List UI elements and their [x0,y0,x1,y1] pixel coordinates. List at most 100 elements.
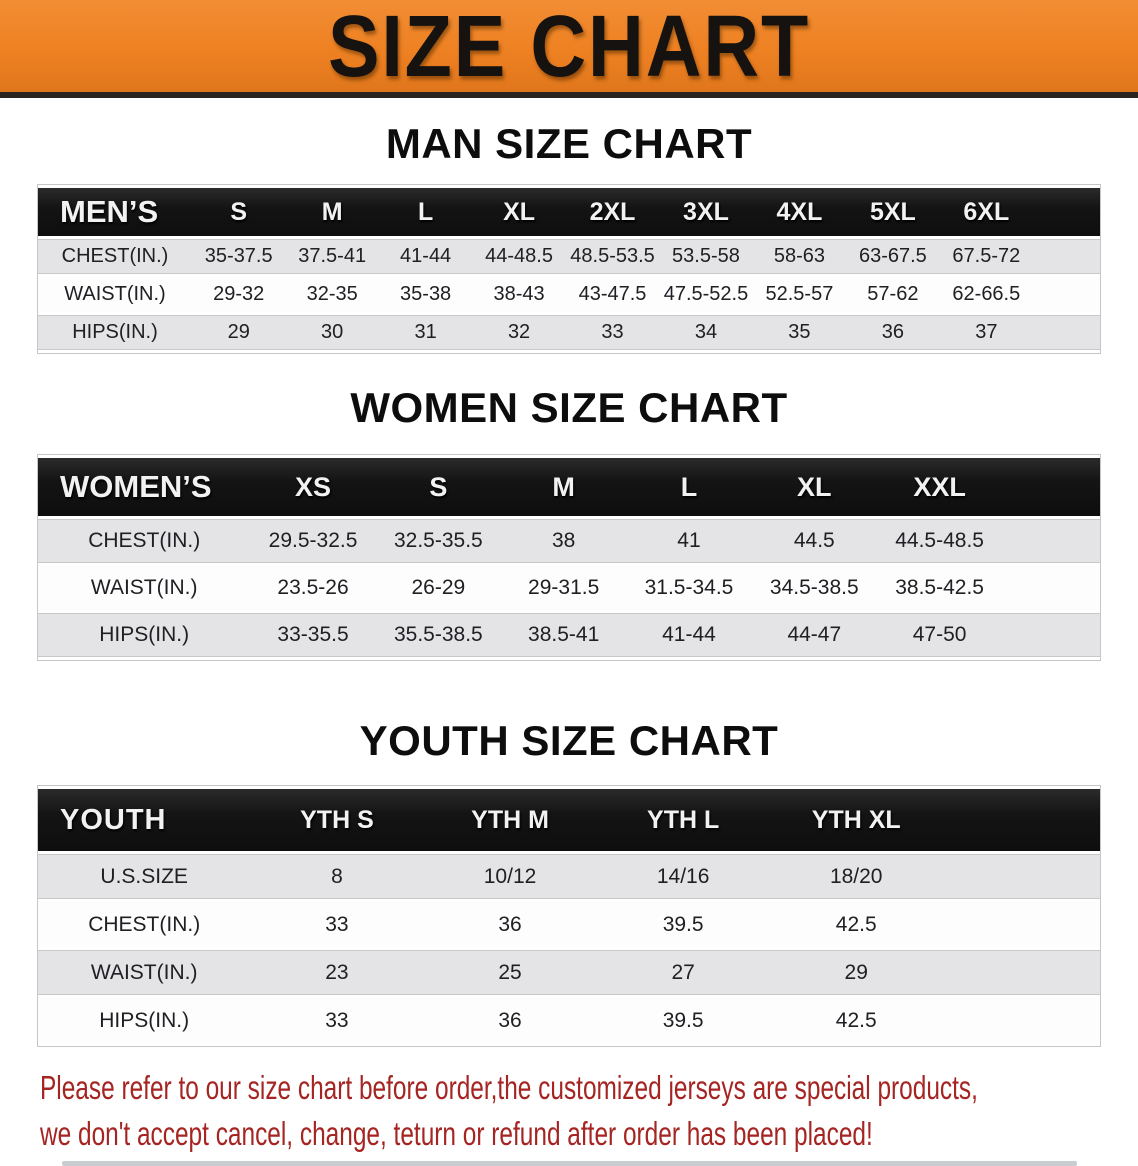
value-cell: 38-43 [472,277,566,312]
men-section-title: MAN SIZE CHART [385,120,753,167]
men-col-m: M [285,188,379,236]
women-section-title: WOMEN SIZE CHART [350,384,788,431]
men-col-xl: XL [472,188,566,236]
row-filler [1033,277,1100,312]
value-cell: 32-35 [285,277,379,312]
row-filler [1033,239,1100,274]
men-hips-row: HIPS(IN.) 29 30 31 32 33 34 35 36 37 [38,315,1100,350]
value-cell: 32 [472,315,566,350]
value-cell: 26-29 [375,566,502,610]
row-filler [942,902,1100,947]
value-cell: 33 [250,998,424,1043]
row-filler [942,950,1100,995]
value-cell: 29-32 [191,277,286,312]
youth-table-corner-label: YOUTH [38,789,251,851]
men-col-5xl: 5XL [846,188,940,236]
men-size-table: MEN’S S M L XL 2XL 3XL 4XL 5XL 6XL [37,184,1101,354]
women-hips-row: HIPS(IN.) 33-35.5 35.5-38.5 38.5-41 41-4… [38,613,1100,657]
value-cell: 67.5-72 [939,239,1034,274]
row-label-chest: CHEST(IN.) [38,239,192,274]
row-label-hips: HIPS(IN.) [38,315,192,350]
value-cell: 33 [565,315,660,350]
header-filler [942,789,1100,851]
women-table-header-row: WOMEN’S XS S M L XL XXL [38,458,1100,516]
value-cell: 44.5-48.5 [876,519,1003,563]
value-cell: 37 [939,315,1034,350]
value-cell: 31 [378,315,473,350]
youth-table-header-row: YOUTH YTH S YTH M YTH L YTH XL [38,789,1100,851]
value-cell: 42.5 [769,902,943,947]
value-cell: 31.5-34.5 [626,566,752,610]
row-label-hips: HIPS(IN.) [38,998,251,1043]
women-col-xxl: XXL [876,458,1003,516]
women-col-m: M [501,458,627,516]
youth-col-yth-s: YTH S [250,789,424,851]
value-cell: 57-62 [846,277,940,312]
men-size-section: MAN SIZE CHART MEN’S S M L XL 2XL 3XL 4X… [0,120,1138,354]
banner: SIZE CHART [0,0,1138,98]
value-cell: 38.5-42.5 [876,566,1003,610]
row-filler [942,998,1100,1043]
value-cell: 41-44 [626,613,752,657]
men-table-header-row: MEN’S S M L XL 2XL 3XL 4XL 5XL 6XL [38,188,1100,236]
value-cell: 14/16 [596,854,770,899]
value-cell: 18/20 [769,854,943,899]
women-col-l: L [626,458,752,516]
value-cell: 35.5-38.5 [375,613,502,657]
value-cell: 35 [752,315,847,350]
value-cell: 53.5-58 [659,239,753,274]
value-cell: 32.5-35.5 [375,519,502,563]
value-cell: 47-50 [876,613,1003,657]
value-cell: 36 [423,998,597,1043]
row-label-waist: WAIST(IN.) [38,277,192,312]
youth-size-table: YOUTH YTH S YTH M YTH L YTH XL U.S.SIZE … [37,785,1101,1047]
women-size-section: WOMEN SIZE CHART WOMEN’S XS S M L XL XXL [0,384,1138,661]
value-cell: 39.5 [596,998,770,1043]
men-col-3xl: 3XL [659,188,753,236]
youth-col-yth-l: YTH L [596,789,770,851]
value-cell: 29 [191,315,286,350]
row-filler [942,854,1100,899]
value-cell: 34 [659,315,753,350]
men-col-4xl: 4XL [752,188,847,236]
value-cell: 36 [423,902,597,947]
row-filler [1002,566,1100,610]
value-cell: 41 [626,519,752,563]
value-cell: 62-66.5 [939,277,1034,312]
youth-chest-row: CHEST(IN.) 33 36 39.5 42.5 [38,902,1100,947]
men-table-corner-label: MEN’S [38,188,192,236]
row-filler [1002,519,1100,563]
women-table-corner-label: WOMEN’S [38,458,251,516]
bottom-divider [61,1161,1077,1166]
value-cell: 29.5-32.5 [250,519,376,563]
value-cell: 47.5-52.5 [659,277,753,312]
disclaimer-line-1: Please refer to our size chart before or… [40,1069,978,1106]
value-cell: 58-63 [752,239,847,274]
value-cell: 42.5 [769,998,943,1043]
youth-waist-row: WAIST(IN.) 23 25 27 29 [38,950,1100,995]
value-cell: 44.5 [751,519,877,563]
value-cell: 29 [769,950,943,995]
row-filler [1033,315,1100,350]
value-cell: 10/12 [423,854,597,899]
value-cell: 63-67.5 [846,239,940,274]
value-cell: 23 [250,950,424,995]
women-col-xl: XL [751,458,877,516]
women-col-xs: XS [250,458,376,516]
men-col-6xl: 6XL [939,188,1034,236]
men-waist-row: WAIST(IN.) 29-32 32-35 35-38 38-43 43-47… [38,277,1100,312]
value-cell: 44-48.5 [472,239,566,274]
value-cell: 35-38 [378,277,473,312]
value-cell: 44-47 [751,613,877,657]
row-label-us-size: U.S.SIZE [38,854,251,899]
row-filler [1002,613,1100,657]
youth-size-section: YOUTH SIZE CHART YOUTH YTH S YTH M YTH L… [0,717,1138,1047]
value-cell: 36 [846,315,940,350]
value-cell: 27 [596,950,770,995]
value-cell: 48.5-53.5 [565,239,660,274]
value-cell: 39.5 [596,902,770,947]
header-filler [1033,188,1100,236]
value-cell: 38 [501,519,627,563]
women-waist-row: WAIST(IN.) 23.5-26 26-29 29-31.5 31.5-34… [38,566,1100,610]
